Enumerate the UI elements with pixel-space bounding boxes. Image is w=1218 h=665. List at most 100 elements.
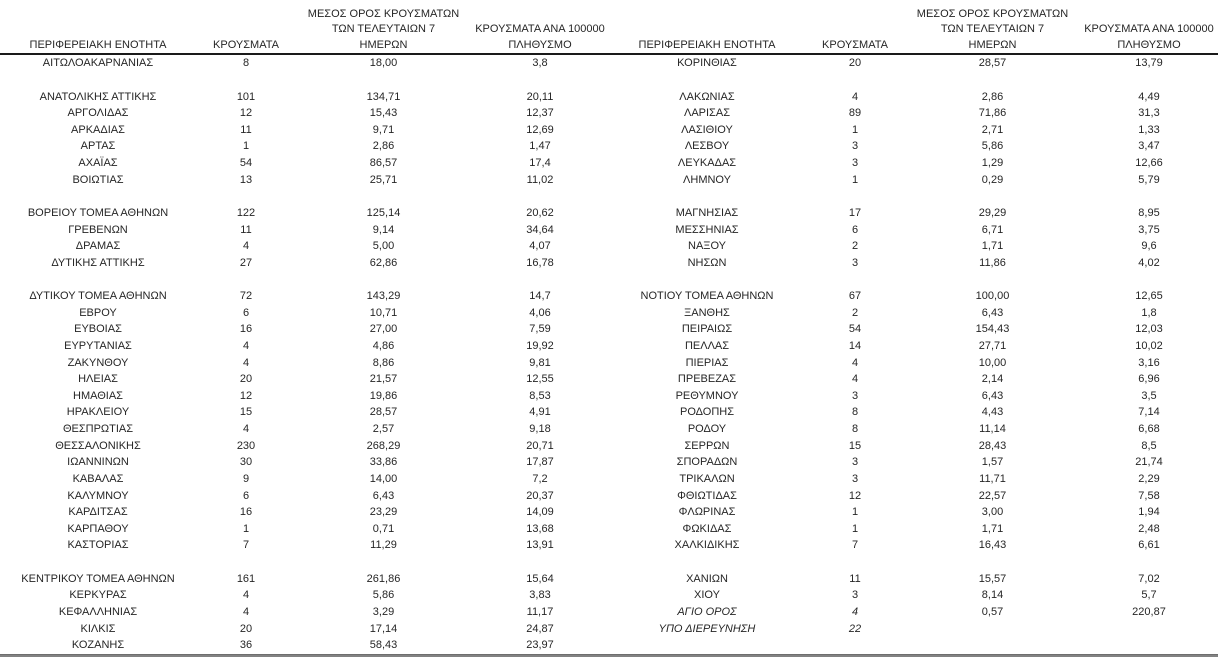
cases-cell: 3 (851, 456, 859, 469)
region-cell: ΦΘΙΩΤΙΔΑΣ (677, 489, 737, 502)
table-body: ΚΟΡΙΝΘΙΑΣ 20 28,57 13,79 ΛΑΚΩΝΙΑΣ 4 2,86 4,49 ΛΑ… (609, 55, 1218, 654)
cases-cell: 14 (848, 339, 862, 352)
table-row: ΑΡΤΑΣ 1 2,86 1,47 (0, 138, 609, 155)
cases-cell: 1 (851, 173, 859, 186)
per100k-cell: 220,87 (1132, 605, 1166, 618)
avg7-cell: 6,43 (981, 389, 1004, 402)
cases-cell: 4 (242, 589, 250, 602)
region-cell: ΝΑΞΟΥ (688, 240, 726, 253)
region-cell: ΛΑΣΙΘΙΟΥ (681, 123, 733, 136)
cases-cell: 67 (848, 290, 862, 303)
cases-cell: 27 (239, 256, 253, 269)
per100k-cell: 21,74 (1135, 456, 1163, 469)
avg7-cell: 17,14 (369, 622, 398, 635)
column-header-region: ΠΕΡΙΦΕΡΕΙΑΚΗ ΕΝΟΤΗΤΑ (0, 38, 196, 54)
table-row: ΗΜΑΘΙΑΣ 12 19,86 8,53 (0, 388, 609, 405)
avg7-cell: 6,43 (372, 489, 395, 502)
per100k-cell: 31,3 (1138, 107, 1160, 120)
table-row: ΚΕΡΚΥΡΑΣ 4 5,86 3,83 (0, 587, 609, 604)
table-row: ΑΡΓΟΛΙΔΑΣ 12 15,43 12,37 (0, 105, 609, 122)
avg7-cell: 125,14 (366, 206, 401, 219)
avg7-cell: 33,86 (369, 456, 398, 469)
per100k-cell: 9,6 (1141, 240, 1157, 253)
cases-cell: 1 (851, 123, 859, 136)
table-row: ΓΡΕΒΕΝΩΝ 11 9,14 34,64 (0, 221, 609, 238)
avg7-cell: 1,71 (981, 240, 1004, 253)
region-cell: ΠΕΙΡΑΙΩΣ (681, 323, 733, 336)
region-cell: ΑΡΓΟΛΙΔΑΣ (67, 107, 129, 120)
per100k-cell: 20,71 (526, 439, 554, 452)
cases-cell: 30 (239, 456, 253, 469)
per100k-cell: 4,91 (529, 406, 551, 419)
cases-cell: 4 (242, 240, 250, 253)
region-cell: ΒΟΡΕΙΟΥ ΤΟΜΕΑ ΑΘΗΝΩΝ (27, 206, 169, 219)
cases-cell: 36 (239, 639, 253, 652)
cases-cell: 6 (851, 223, 859, 236)
cases-cell: 7 (851, 539, 859, 552)
cases-cell: 3 (851, 157, 859, 170)
region-cell: ΠΕΛΛΑΣ (684, 339, 730, 352)
table-row: ΑΧΑΪΑΣ 54 86,57 17,4 (0, 155, 609, 172)
region-cell: ΑΙΤΩΛΟΑΚΑΡΝΑΝΙΑΣ (42, 57, 154, 70)
column-header-cases: ΚΡΟΥΣΜΑΤΑ (196, 38, 296, 54)
avg7-cell: 21,57 (369, 373, 398, 386)
per100k-cell: 17,87 (526, 456, 554, 469)
table-row: ΗΛΕΙΑΣ 20 21,57 12,55 (0, 371, 609, 388)
table-row: ΧΙΟΥ 3 8,14 5,7 (609, 587, 1218, 604)
per100k-cell: 11,17 (526, 605, 554, 618)
cases-cell: 2 (851, 306, 859, 319)
region-cell: ΧΙΟΥ (694, 589, 720, 602)
avg7-cell: 11,29 (370, 539, 397, 552)
table-row: ΥΠΟ ΔΙΕΡΕΥΝΗΣΗ 22 (609, 620, 1218, 637)
region-cell: ΚΕΦΑΛΛΗΝΙΑΣ (58, 605, 138, 618)
region-cell: ΥΠΟ ΔΙΕΡΕΥΝΗΣΗ (658, 622, 756, 635)
cases-cell: 89 (848, 107, 862, 120)
cases-cell: 15 (848, 439, 862, 452)
avg7-cell: 5,86 (981, 140, 1004, 153)
cases-cell: 4 (242, 339, 250, 352)
region-cell: ΑΝΑΤΟΛΙΚΗΣ ΑΤΤΙΚΗΣ (39, 90, 157, 103)
table-row: ΔΥΤΙΚΟΥ ΤΟΜΕΑ ΑΘΗΝΩΝ 72 143,29 14,7 (0, 288, 609, 305)
region-cell: ΗΛΕΙΑΣ (78, 373, 118, 386)
table-row: ΚΙΛΚΙΣ 20 17,14 24,87 (0, 620, 609, 637)
per100k-cell: 1,8 (1141, 306, 1157, 319)
table-row: ΚΑΛΥΜΝΟΥ 6 6,43 20,37 (0, 487, 609, 504)
cases-cell: 20 (239, 373, 253, 386)
per100k-cell: 16,78 (526, 256, 554, 269)
cases-cell: 4 (851, 90, 859, 103)
per100k-cell: 20,11 (526, 90, 554, 103)
table-row: ΛΑΡΙΣΑΣ 89 71,86 31,3 (609, 105, 1218, 122)
table-row: ΡΕΘΥΜΝΟΥ 3 6,43 3,5 (609, 388, 1218, 405)
table-row: ΠΡΕΒΕΖΑΣ 4 2,14 6,96 (609, 371, 1218, 388)
region-cell: ΝΗΣΩΝ (687, 256, 727, 269)
avg7-cell: 1,29 (981, 157, 1004, 170)
region-cell: ΠΡΕΒΕΖΑΣ (677, 373, 737, 386)
cases-cell: 16 (239, 506, 253, 519)
table-row: ΛΕΥΚΑΔΑΣ 3 1,29 12,66 (609, 155, 1218, 172)
avg7-cell: 6,71 (981, 223, 1004, 236)
cases-cell: 4 (242, 423, 250, 436)
region-cell: ΖΑΚΥΝΘΟΥ (67, 356, 129, 369)
per100k-cell: 4,06 (529, 306, 551, 319)
table-row: ΛΕΣΒΟΥ 3 5,86 3,47 (609, 138, 1218, 155)
avg7-cell: 11,71 (979, 472, 1006, 485)
table-row: ΚΑΣΤΟΡΙΑΣ 7 11,29 13,91 (0, 537, 609, 554)
table-row: ΝΑΞΟΥ 2 1,71 9,6 (609, 238, 1218, 255)
per100k-cell: 12,69 (526, 123, 554, 136)
avg7-cell: 15,43 (369, 107, 398, 120)
column-header-region-label: ΠΕΡΙΦΕΡΕΙΑΚΗ ΕΝΟΤΗΤΑ (29, 38, 167, 51)
avg7-cell: 28,57 (369, 406, 398, 419)
region-cell: ΧΑΛΚΙΔΙΚΗΣ (674, 539, 740, 552)
region-cell: ΝΟΤΙΟΥ ΤΟΜΕΑ ΑΘΗΝΩΝ (640, 290, 774, 303)
per100k-cell: 3,16 (1138, 356, 1160, 369)
per100k-cell: 14,7 (529, 290, 551, 303)
cases-cell: 4 (851, 356, 859, 369)
avg7-cell: 4,43 (981, 406, 1004, 419)
table-row: ΦΘΙΩΤΙΔΑΣ 12 22,57 7,58 (609, 487, 1218, 504)
region-cell: ΕΥΡΥΤΑΝΙΑΣ (64, 339, 132, 352)
avg7-cell: 14,00 (369, 472, 398, 485)
cases-cell: 12 (848, 489, 862, 502)
table-row: ΛΗΜΝΟΥ 1 0,29 5,79 (609, 171, 1218, 188)
table-row: ΛΑΣΙΘΙΟΥ 1 2,71 1,33 (609, 122, 1218, 139)
region-cell: ΒΟΙΩΤΙΑΣ (72, 173, 124, 186)
